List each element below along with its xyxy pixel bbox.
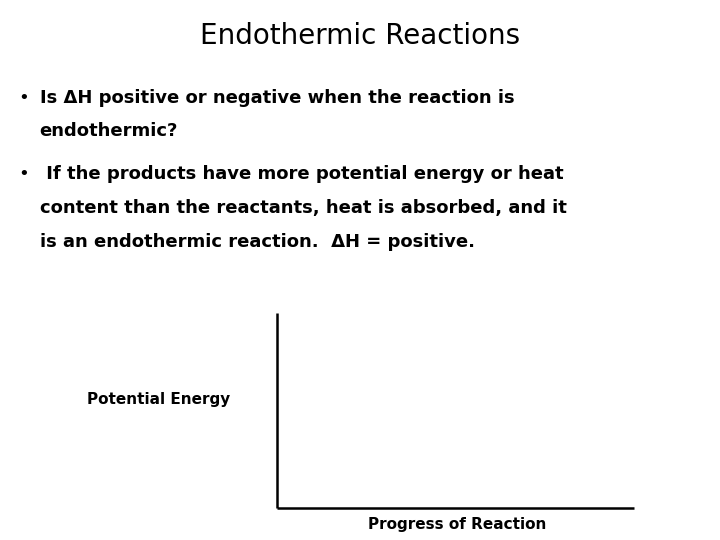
Text: If the products have more potential energy or heat: If the products have more potential ener… <box>40 165 563 183</box>
Text: •: • <box>18 165 29 183</box>
Text: content than the reactants, heat is absorbed, and it: content than the reactants, heat is abso… <box>40 199 567 217</box>
Text: •: • <box>18 89 29 107</box>
Text: Potential Energy: Potential Energy <box>87 392 230 407</box>
Text: endothermic?: endothermic? <box>40 122 178 139</box>
Text: is an endothermic reaction.  ΔH = positive.: is an endothermic reaction. ΔH = positiv… <box>40 233 474 251</box>
Text: Endothermic Reactions: Endothermic Reactions <box>200 22 520 50</box>
Text: Progress of Reaction: Progress of Reaction <box>368 517 546 532</box>
Text: Is ΔH positive or negative when the reaction is: Is ΔH positive or negative when the reac… <box>40 89 514 107</box>
